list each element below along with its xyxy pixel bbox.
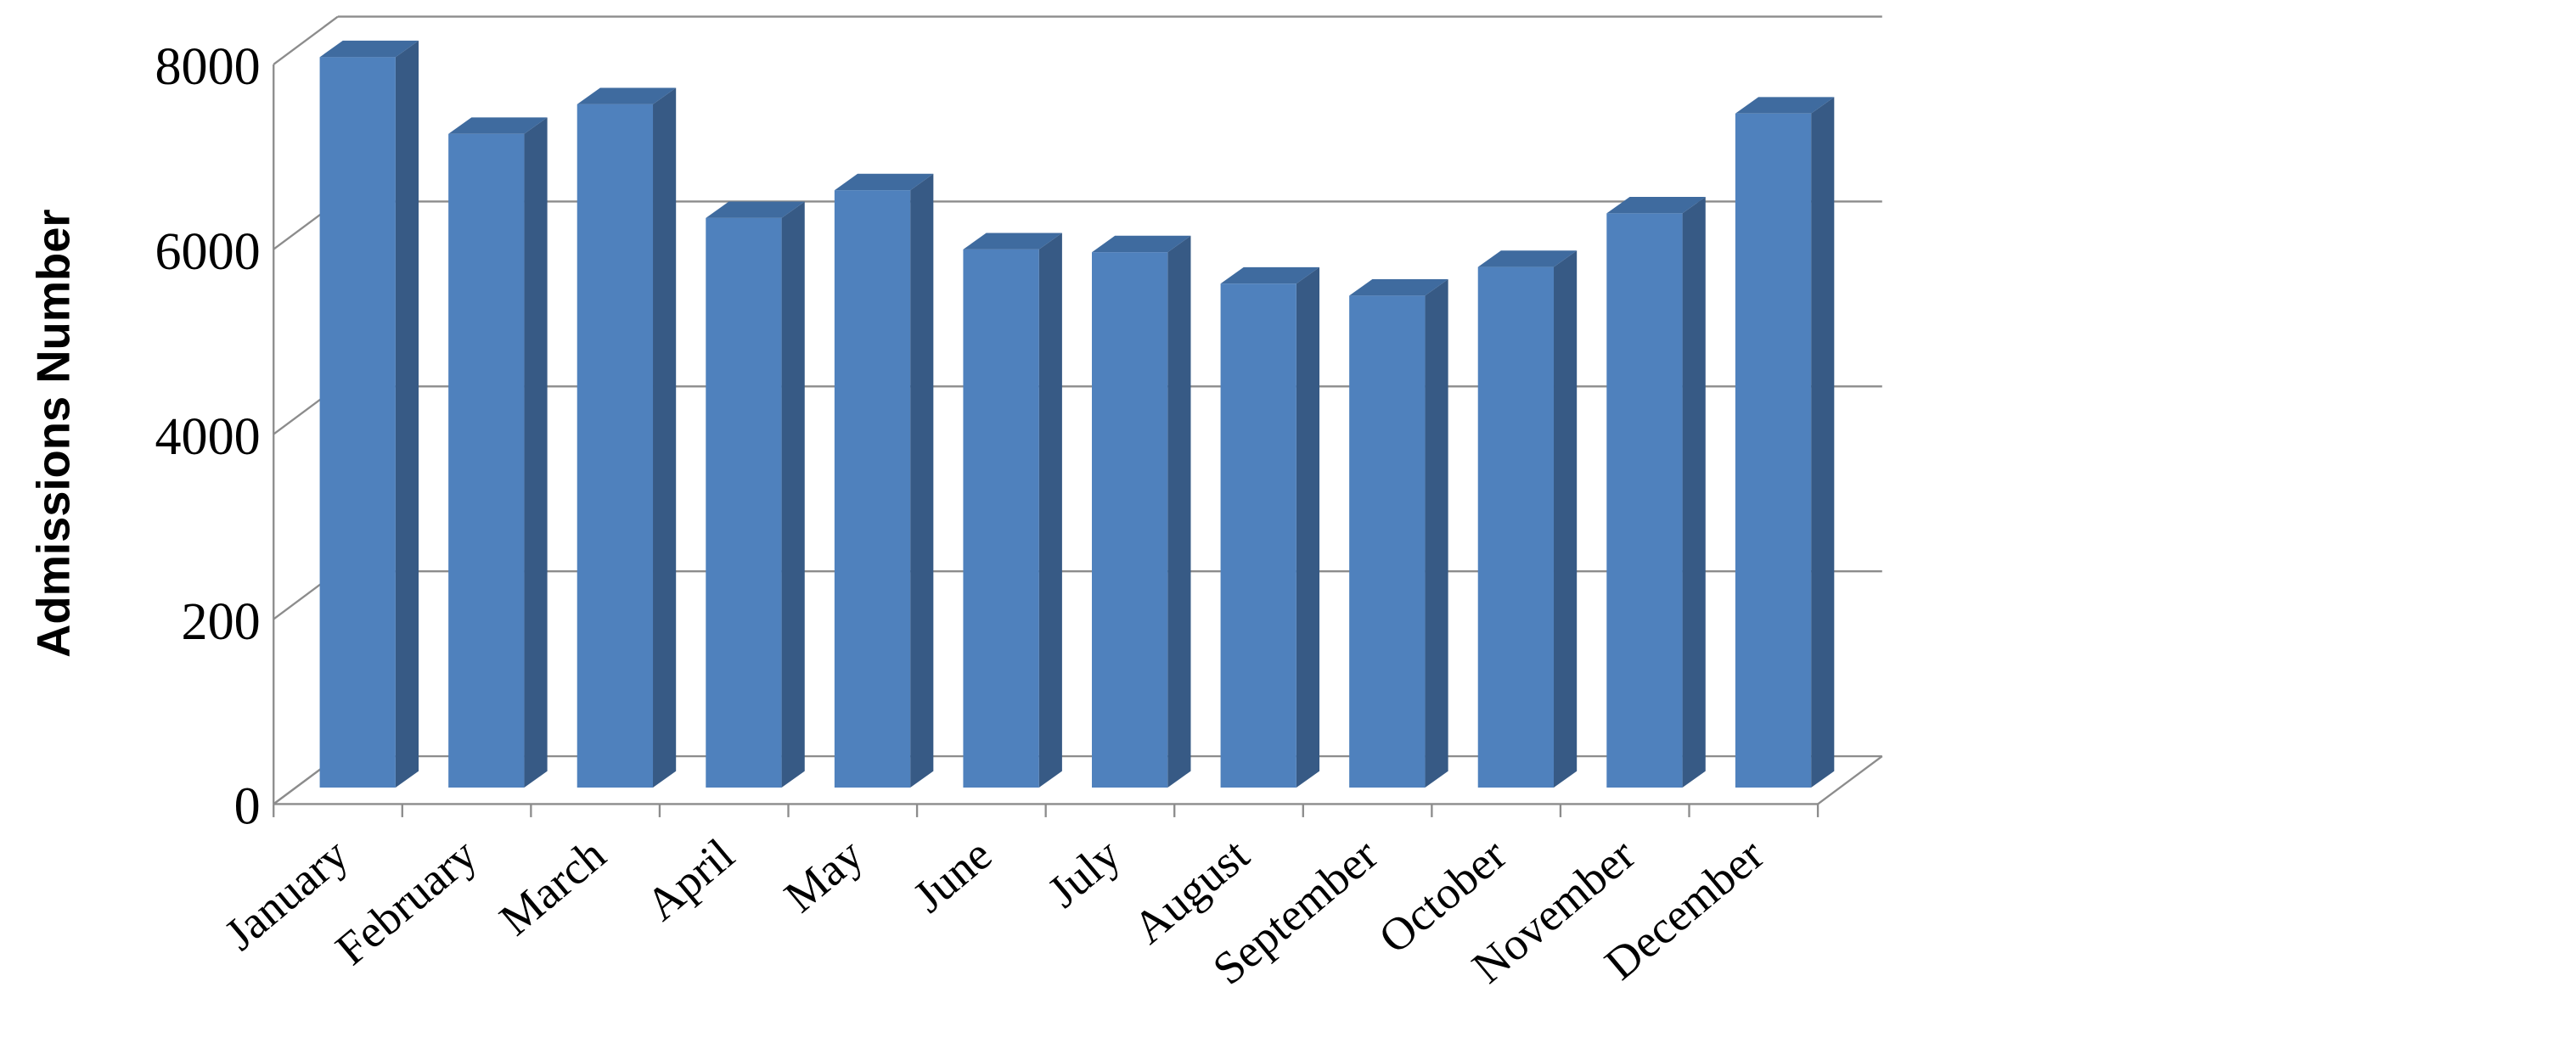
y-tick-label: 6000 <box>155 223 260 281</box>
x-tick-label: May <box>775 829 873 922</box>
bar <box>1349 295 1426 788</box>
bar-top <box>706 201 805 218</box>
bar-top <box>1092 235 1191 253</box>
y-tick-label: 8000 <box>155 38 260 96</box>
bar-top <box>1606 197 1706 214</box>
bar-side <box>524 117 548 788</box>
bar <box>1477 266 1555 788</box>
bar-side <box>1811 97 1835 788</box>
bar-top <box>319 40 419 58</box>
bar-side <box>1296 266 1320 788</box>
bar <box>577 104 654 788</box>
y-tick-label: 0 <box>234 778 261 836</box>
bar <box>1220 283 1296 788</box>
x-tick-label: June <box>903 829 1001 922</box>
bar <box>448 133 525 788</box>
bar-top <box>1220 266 1320 284</box>
x-tick-label: March <box>490 829 615 945</box>
bar-side <box>395 40 419 788</box>
bar-top <box>577 87 677 104</box>
bar-side <box>910 173 934 788</box>
bar-top <box>834 173 934 191</box>
bar-top <box>963 233 1062 250</box>
bar-top <box>448 117 548 134</box>
floor-right <box>1817 755 1883 805</box>
bar <box>1735 113 1812 788</box>
bar-side <box>781 201 805 788</box>
bar <box>706 217 782 788</box>
y-axis-title: Admissions Number <box>28 209 80 657</box>
bar-top <box>1477 250 1578 267</box>
side-grid-line <box>273 15 339 65</box>
bar-side <box>1682 197 1706 788</box>
bar-side <box>653 87 677 788</box>
x-tick-label: July <box>1038 829 1130 917</box>
bar <box>1092 252 1168 788</box>
bar-side <box>1167 235 1191 788</box>
x-tick-label: February <box>326 829 487 975</box>
bar-side <box>1554 250 1578 788</box>
bar <box>1606 213 1683 788</box>
y-tick-label: 200 <box>182 593 261 651</box>
bar <box>319 57 396 788</box>
x-tick-label: April <box>637 829 744 931</box>
bar-side <box>1038 233 1062 788</box>
y-tick-label: 4000 <box>155 408 260 466</box>
bar <box>834 190 911 788</box>
bar-top <box>1735 97 1835 114</box>
bar-side <box>1425 278 1448 788</box>
bar <box>963 249 1039 788</box>
bar-top <box>1349 278 1448 296</box>
